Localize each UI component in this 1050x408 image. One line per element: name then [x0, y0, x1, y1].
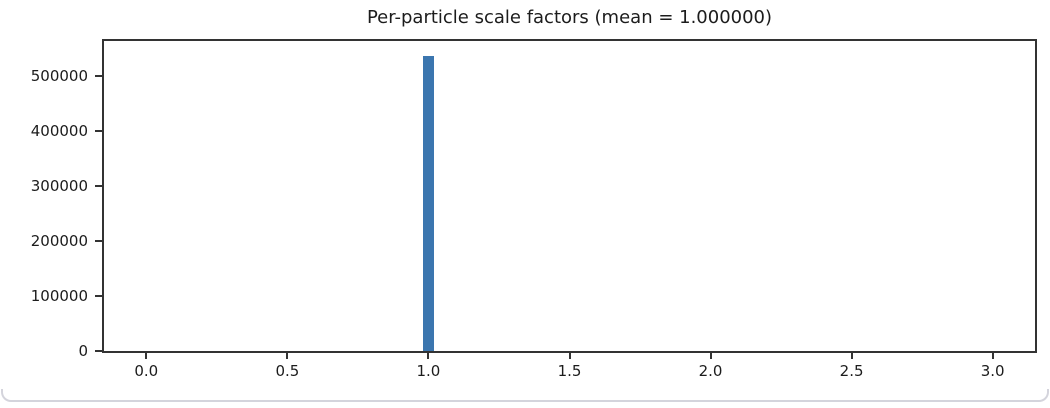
y-tick-label: 500000	[30, 66, 88, 85]
x-tick-mark	[286, 353, 289, 359]
x-tick-mark	[709, 353, 712, 359]
x-tick-mark	[850, 353, 853, 359]
y-tick-label: 100000	[30, 286, 88, 305]
y-tick-label: 0	[78, 342, 88, 360]
histogram-bar	[422, 55, 435, 351]
y-tick-mark	[95, 184, 102, 187]
y-tick-mark	[95, 74, 102, 77]
x-tick-label: 1.5	[557, 362, 582, 380]
x-tick-label: 3.0	[980, 362, 1005, 380]
y-tick-mark	[95, 129, 102, 132]
x-tick-mark	[991, 353, 994, 359]
card-bottom-border	[1, 389, 1049, 402]
y-tick-label: 200000	[30, 231, 88, 250]
y-tick-label: 300000	[30, 176, 88, 195]
x-tick-label: 0.5	[275, 362, 300, 380]
x-tick-mark	[427, 353, 430, 359]
x-tick-label: 2.5	[839, 362, 864, 380]
y-tick-label: 400000	[30, 121, 88, 140]
x-tick-label: 2.0	[698, 362, 723, 380]
x-tick-label: 1.0	[416, 362, 441, 380]
y-tick-mark	[95, 239, 102, 242]
plot-area	[102, 39, 1037, 353]
x-tick-label: 0.0	[134, 362, 159, 380]
y-tick-mark	[95, 350, 102, 352]
chart-title: Per-particle scale factors (mean = 1.000…	[366, 7, 773, 28]
x-tick-mark	[145, 353, 148, 359]
y-tick-mark	[95, 294, 102, 297]
x-tick-mark	[568, 353, 571, 359]
